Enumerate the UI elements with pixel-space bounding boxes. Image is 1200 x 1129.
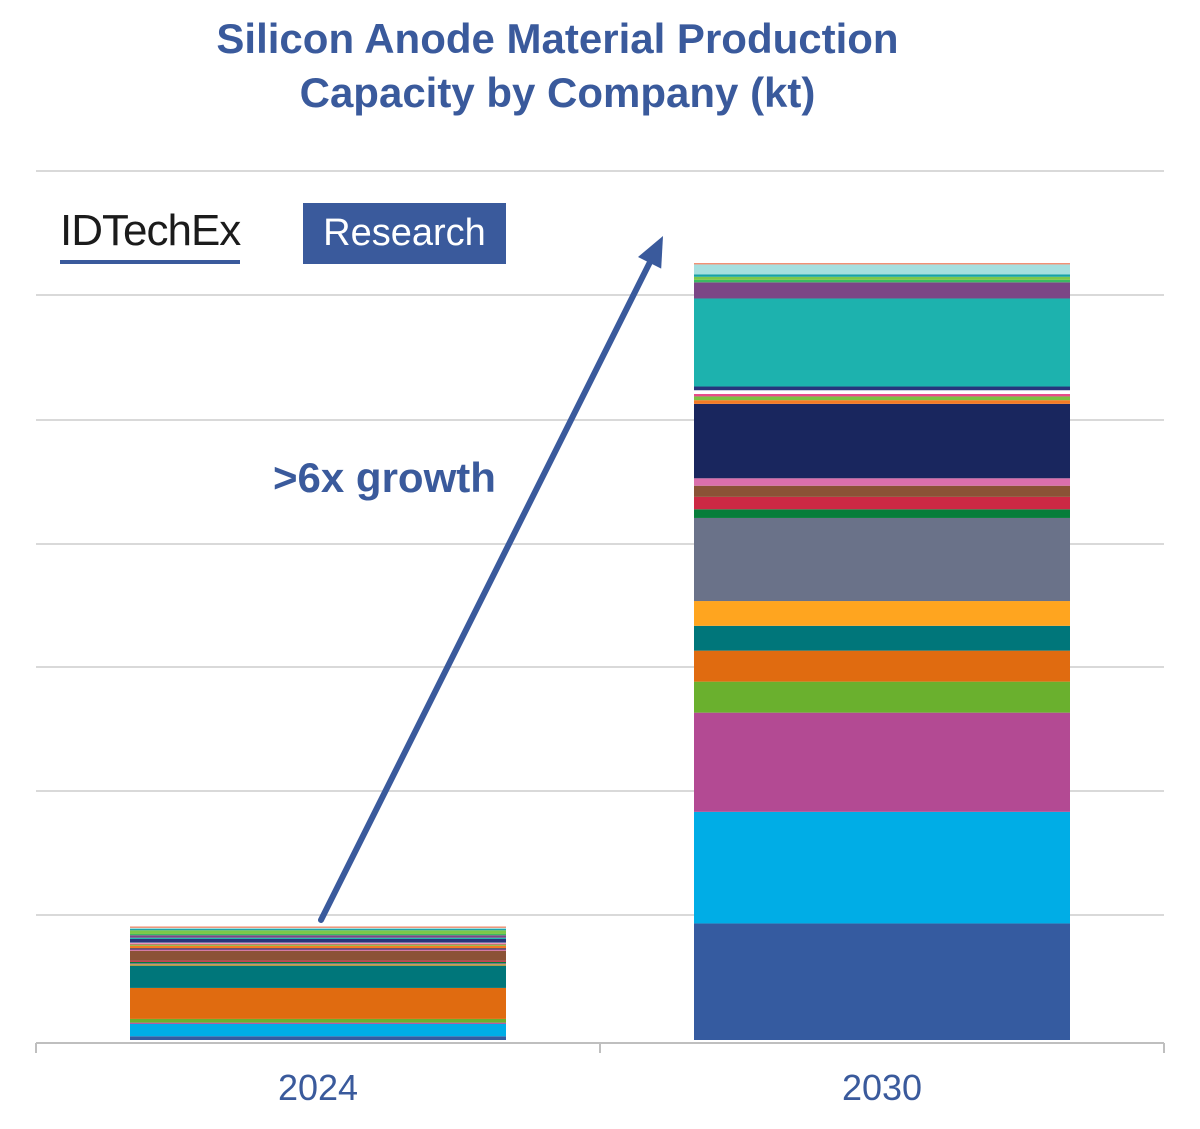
idtechex-logo-research-tag: Research bbox=[303, 203, 506, 264]
bar-segment bbox=[694, 279, 1070, 283]
bar-segment bbox=[130, 965, 506, 988]
bar-segment bbox=[130, 937, 506, 939]
x-axis: 2024 2030 bbox=[35, 1042, 1165, 1108]
bar-segment bbox=[130, 933, 506, 936]
bar-segment bbox=[130, 1036, 506, 1040]
bar-segment bbox=[694, 712, 1070, 812]
chart-title-line-2: Capacity by Company (kt) bbox=[299, 69, 816, 116]
bar-segment bbox=[130, 935, 506, 938]
bar-segment bbox=[130, 948, 506, 950]
bar-segment bbox=[130, 938, 506, 943]
bar-segment bbox=[130, 960, 506, 962]
bar-segment bbox=[694, 478, 1070, 486]
bar-segment bbox=[130, 964, 506, 966]
bar-segment bbox=[130, 945, 506, 949]
bar-segment bbox=[130, 961, 506, 964]
bar-segment bbox=[694, 390, 1070, 394]
bar-segment bbox=[694, 811, 1070, 924]
bar-segment bbox=[130, 926, 506, 928]
bar-stack-2024 bbox=[130, 926, 506, 1040]
bar-segment bbox=[130, 930, 506, 934]
chart-title: Silicon Anode Material Production Capaci… bbox=[0, 12, 1115, 120]
growth-arrow-shaft bbox=[318, 259, 653, 923]
bar-segment bbox=[694, 276, 1070, 280]
growth-arrow bbox=[318, 236, 663, 923]
bar-segment bbox=[694, 274, 1070, 277]
bar-segment bbox=[694, 386, 1070, 391]
bar-segment bbox=[130, 963, 506, 965]
bar-segment bbox=[694, 517, 1070, 602]
bar-segment bbox=[694, 298, 1070, 387]
bar-segment bbox=[130, 927, 506, 930]
bar-segment bbox=[130, 944, 506, 946]
bar-segment bbox=[694, 625, 1070, 651]
bar-segment bbox=[694, 681, 1070, 713]
bar-segment bbox=[694, 263, 1070, 265]
bar-segment bbox=[694, 282, 1070, 299]
bar-segment bbox=[694, 650, 1070, 682]
bar-segment bbox=[694, 601, 1070, 626]
bar-segment bbox=[694, 496, 1070, 510]
bar-segment bbox=[694, 396, 1070, 401]
bar-segment bbox=[694, 923, 1070, 1040]
bars bbox=[130, 263, 1070, 1040]
bar-segment bbox=[130, 950, 506, 961]
x-tick-label: 2024 bbox=[278, 1067, 358, 1108]
bar-segment bbox=[130, 949, 506, 951]
chart-title-line-1: Silicon Anode Material Production bbox=[216, 15, 899, 62]
bar-segment bbox=[694, 403, 1070, 479]
bar-segment bbox=[694, 393, 1070, 397]
growth-arrow-head bbox=[638, 236, 663, 269]
idtechex-logo-wordmark: IDTechEx bbox=[60, 204, 241, 264]
x-tick-label: 2030 bbox=[842, 1067, 922, 1108]
bar-segment bbox=[694, 400, 1070, 404]
bar-segment bbox=[694, 485, 1070, 497]
bar-segment bbox=[130, 1023, 506, 1037]
bar-segment bbox=[130, 1022, 506, 1024]
bar-segment bbox=[694, 264, 1070, 275]
bar-segment bbox=[130, 929, 506, 931]
growth-annotation: >6x growth bbox=[273, 454, 496, 501]
bar-segment bbox=[130, 943, 506, 945]
bar-segment bbox=[130, 987, 506, 1019]
bar-segment bbox=[130, 942, 506, 944]
bar-segment bbox=[694, 509, 1070, 518]
bar-segment bbox=[130, 1018, 506, 1023]
bar-stack-2030 bbox=[694, 263, 1070, 1040]
